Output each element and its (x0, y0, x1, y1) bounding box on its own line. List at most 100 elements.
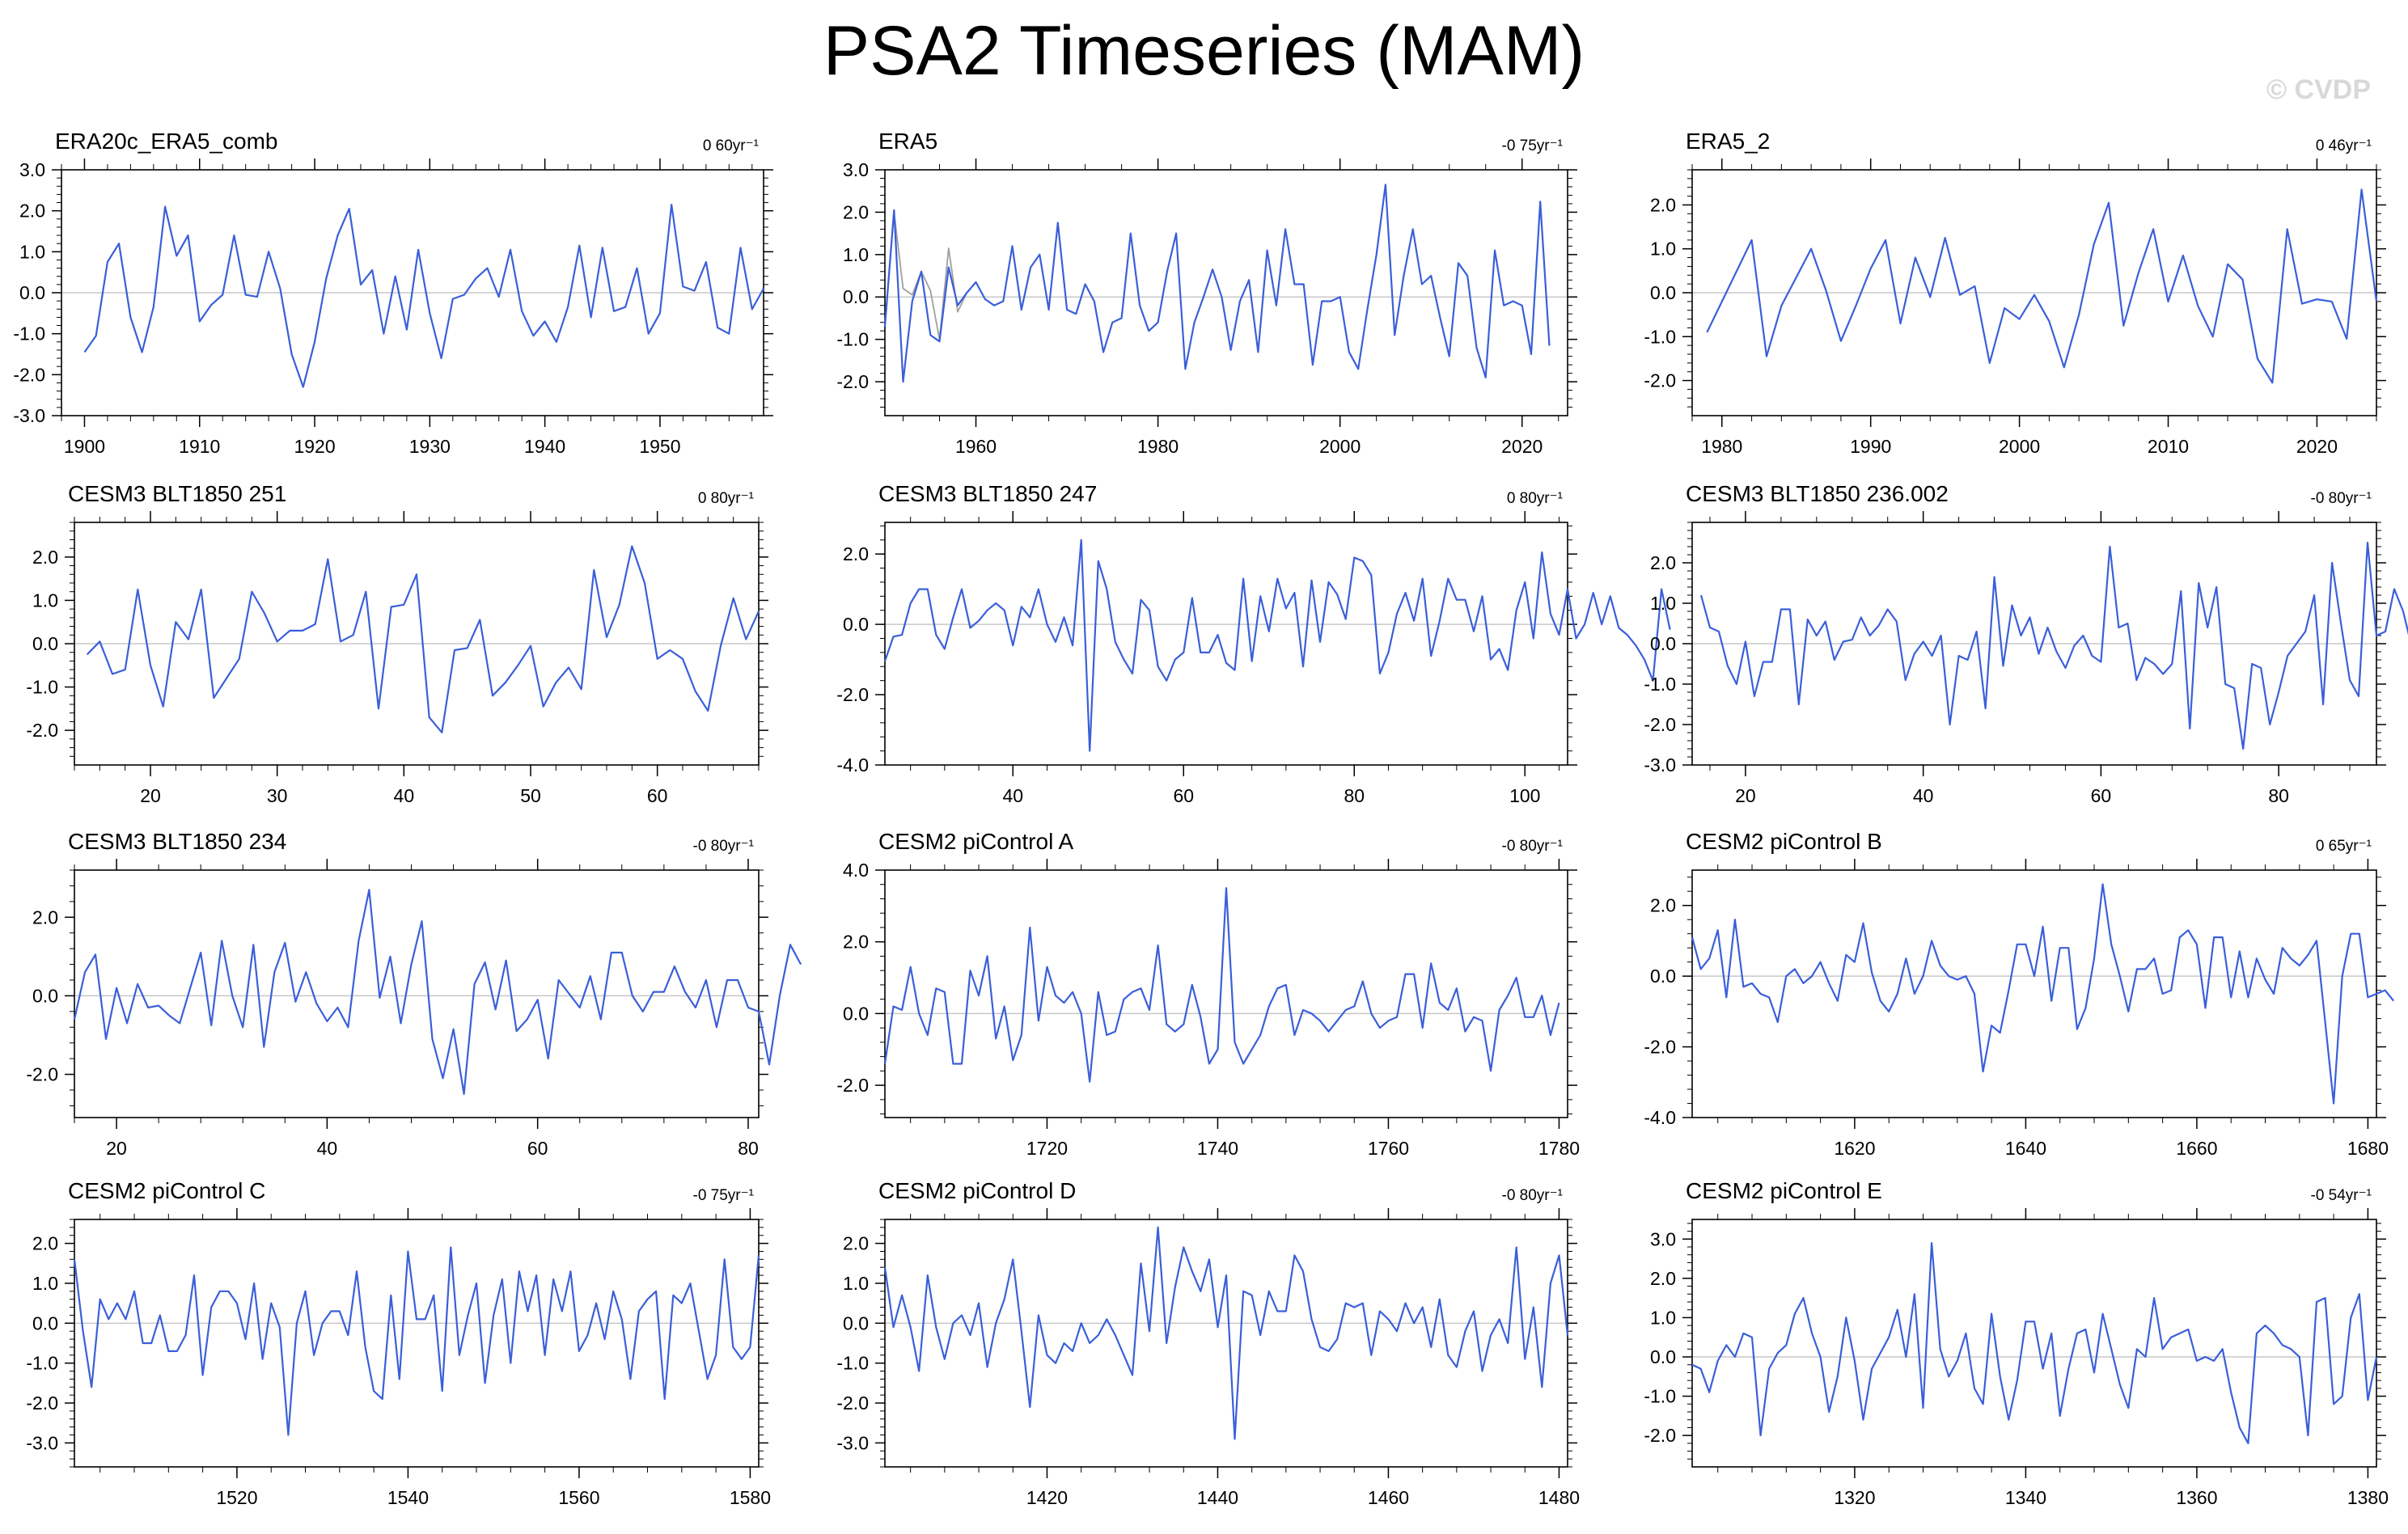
x-tick-label: 20 (106, 1138, 127, 1159)
y-tick-label: -2.0 (836, 1392, 869, 1414)
y-tick-label: 0.0 (19, 282, 45, 303)
x-tick-label: 60 (527, 1138, 548, 1159)
y-tick-label: 2.0 (32, 906, 58, 928)
panel-9: CESM2 piControl B 0 65yr⁻¹ -4.0 -2.0 0.0 2.0 1… (1644, 829, 2395, 1159)
y-tick-label: -1.0 (26, 1353, 58, 1374)
y-tick-label: -2.0 (1644, 370, 1676, 391)
y-tick-label: 2.0 (32, 547, 58, 568)
x-tick-label: 1760 (1368, 1138, 1409, 1159)
y-tick-label: 3.0 (843, 159, 869, 180)
series-line-primary (1691, 1241, 2378, 1445)
y-tick-label: -1.0 (836, 1353, 869, 1374)
y-tick-label: 0.0 (843, 614, 869, 635)
panel-title: CESM2 piControl C (68, 1178, 265, 1203)
x-tick-label: 1640 (2005, 1138, 2046, 1159)
x-tick-label: 60 (647, 785, 668, 806)
trend-label: -0 75yr⁻¹ (1502, 137, 1564, 154)
y-tick-label: -1.0 (1644, 1386, 1676, 1407)
series-line-primary (883, 539, 1671, 752)
y-tick-label: 0.0 (1650, 633, 1676, 654)
x-tick-label: 1990 (1850, 436, 1891, 457)
plot-frame (884, 1219, 1568, 1468)
y-tick-label: 0.0 (32, 633, 58, 654)
y-tick-label: -1.0 (836, 329, 869, 350)
panel-title: CESM3 BLT1850 236.002 (1686, 481, 1949, 506)
x-tick-label: 50 (520, 785, 541, 806)
plot-frame (74, 1219, 760, 1468)
y-tick-label: 1.0 (843, 244, 869, 265)
x-tick-label: 1980 (1137, 436, 1179, 457)
x-tick-label: 20 (140, 785, 161, 806)
x-tick-label: 1340 (2005, 1487, 2046, 1508)
x-tick-label: 1950 (639, 436, 680, 457)
y-tick-label: -2.0 (836, 684, 869, 705)
x-tick-label: 1660 (2176, 1138, 2217, 1159)
y-tick-label: -3.0 (13, 405, 45, 426)
y-tick-label: -1.0 (13, 323, 45, 344)
x-tick-label: 2000 (1319, 436, 1361, 457)
x-tick-label: 1460 (1368, 1487, 1409, 1508)
x-tick-label: 1680 (2347, 1138, 2389, 1159)
x-tick-label: 1780 (1538, 1138, 1580, 1159)
x-tick-label: 1420 (1026, 1487, 1068, 1508)
panel-title: CESM2 piControl B (1686, 829, 1882, 854)
x-tick-label: 1960 (955, 436, 997, 457)
x-tick-label: 1980 (1701, 436, 1742, 457)
y-tick-label: 2.0 (19, 201, 45, 222)
trend-label: -0 80yr⁻¹ (1502, 1187, 1564, 1204)
trend-label: 0 80yr⁻¹ (1507, 490, 1563, 507)
panel-4: CESM3 BLT1850 251 0 80yr⁻¹ -2.0 -1.0 0.0 1.0 2… (26, 481, 768, 806)
y-tick-label: -3.0 (836, 1432, 869, 1453)
series-line-primary (1699, 541, 2408, 750)
y-tick-label: 2.0 (1650, 552, 1676, 573)
panel-title: CESM3 BLT1850 251 (68, 481, 286, 506)
y-tick-label: 0.0 (843, 1003, 869, 1024)
y-tick-label: -2.0 (26, 1064, 58, 1085)
y-tick-label: 0.0 (843, 1312, 869, 1333)
panel-title: CESM3 BLT1850 234 (68, 829, 286, 854)
panel-12: CESM2 piControl E -0 54yr⁻¹ -2.0 -1.0 0.0 1.0… (1644, 1178, 2389, 1508)
series-line-primary (1691, 883, 2395, 1105)
plot-frame (884, 522, 1568, 766)
page-title: PSA2 Timeseries (MAM) (823, 12, 1585, 90)
y-tick-label: -4.0 (836, 754, 869, 775)
trend-label: 0 60yr⁻¹ (703, 137, 759, 154)
x-tick-label: 1560 (558, 1487, 599, 1508)
plot-frame (884, 169, 1568, 416)
x-tick-label: 40 (1002, 785, 1023, 806)
y-tick-label: 1.0 (843, 1273, 869, 1294)
x-tick-label: 1380 (2347, 1487, 2389, 1508)
y-tick-label: 4.0 (843, 860, 869, 881)
panel-10: CESM2 piControl C -0 75yr⁻¹ -3.0 -2.0 -1.0 0.… (26, 1178, 771, 1508)
panel-8: CESM2 piControl A -0 80yr⁻¹ -2.0 0.0 2.0 4.0 1… (836, 829, 1580, 1159)
panel-6: CESM3 BLT1850 236.002 -0 80yr⁻¹ -3.0 -2.0 -1… (1644, 481, 2408, 806)
y-tick-label: -2.0 (13, 364, 45, 385)
y-tick-label: 1.0 (1650, 1307, 1676, 1328)
y-tick-label: 2.0 (843, 932, 869, 953)
trend-label: -0 75yr⁻¹ (693, 1187, 755, 1204)
series-line-primary (883, 184, 1551, 383)
y-tick-label: -2.0 (836, 1075, 869, 1096)
x-tick-label: 1440 (1197, 1487, 1238, 1508)
x-tick-label: 1540 (387, 1487, 429, 1508)
series-line-primary (883, 887, 1560, 1083)
x-tick-label: 80 (738, 1138, 759, 1159)
x-tick-label: 1920 (294, 436, 335, 457)
x-tick-label: 20 (1735, 785, 1756, 806)
panel-title: CESM2 piControl D (878, 1178, 1076, 1203)
x-tick-label: 1580 (730, 1487, 771, 1508)
y-tick-label: -2.0 (1644, 1037, 1676, 1058)
series-line-primary (73, 889, 802, 1096)
x-tick-label: 80 (1344, 785, 1365, 806)
panel-7: CESM3 BLT1850 234 -0 80yr⁻¹ -2.0 0.0 2.0 20 40… (26, 829, 802, 1159)
y-tick-label: -2.0 (836, 371, 869, 392)
y-tick-label: -2.0 (1644, 1425, 1676, 1446)
y-tick-label: 2.0 (843, 201, 869, 222)
y-tick-label: -1.0 (26, 677, 58, 698)
x-tick-label: 1740 (1197, 1138, 1238, 1159)
y-tick-label: 0.0 (1650, 282, 1676, 303)
x-tick-label: 30 (267, 785, 288, 806)
y-tick-label: -3.0 (1644, 754, 1676, 775)
y-tick-label: 2.0 (1650, 1268, 1676, 1289)
